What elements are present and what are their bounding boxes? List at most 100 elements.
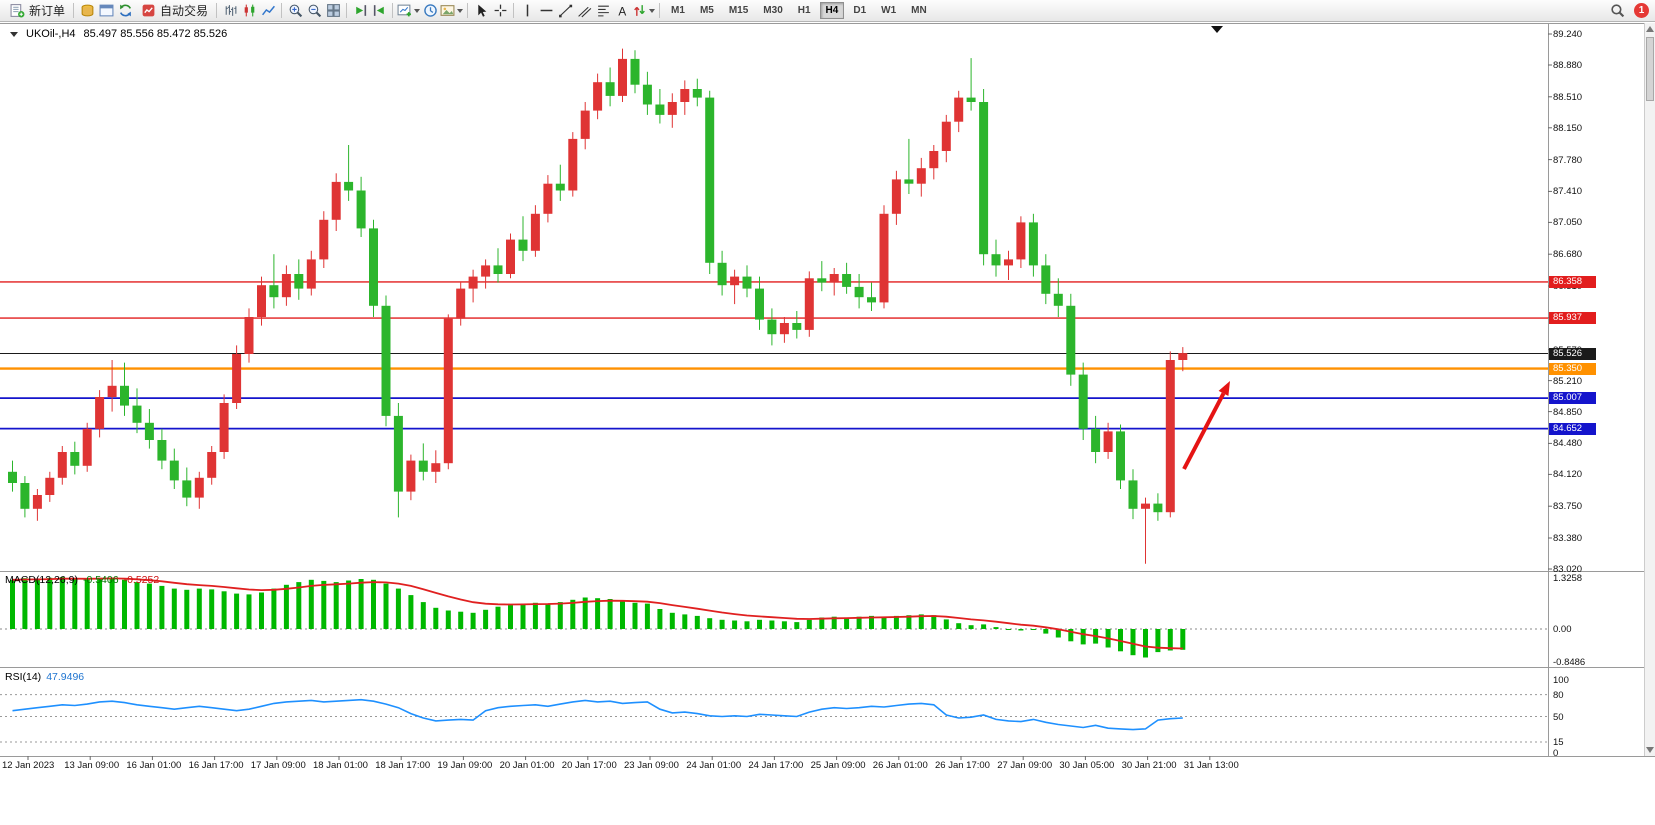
candle-body bbox=[667, 102, 677, 115]
timeframe-m30-button[interactable]: M30 bbox=[763, 5, 783, 16]
macd-histogram-bar bbox=[819, 617, 825, 629]
price-axis-label: 85.210 bbox=[1553, 375, 1583, 387]
tile-windows-icon[interactable] bbox=[324, 2, 342, 20]
time-axis-label: 18 Jan 17:00 bbox=[375, 760, 431, 771]
arrows-icon-caret[interactable] bbox=[649, 8, 656, 13]
candle-body bbox=[842, 274, 852, 287]
new-chart-icon-caret[interactable] bbox=[414, 8, 421, 13]
search-icon[interactable] bbox=[1608, 2, 1626, 20]
candle-body bbox=[1141, 503, 1150, 509]
macd-histogram-bar bbox=[769, 620, 775, 629]
candle-body bbox=[593, 82, 603, 111]
candle-body bbox=[294, 274, 304, 289]
macd-scale-label: 1.3258 bbox=[1553, 573, 1583, 584]
candle-body bbox=[493, 265, 503, 274]
candle-body bbox=[1091, 428, 1101, 452]
scrollbar-up-arrow[interactable] bbox=[1646, 26, 1654, 32]
auto-scroll-icon[interactable] bbox=[351, 2, 369, 20]
vertical-line-icon[interactable] bbox=[518, 2, 536, 20]
chart-shift-icon[interactable] bbox=[370, 2, 388, 20]
zoom-out-icon[interactable] bbox=[305, 2, 323, 20]
candle-body bbox=[393, 415, 403, 492]
candle-body bbox=[904, 179, 914, 184]
macd-histogram-bar bbox=[109, 577, 115, 629]
price-axis-label: 89.240 bbox=[1553, 29, 1583, 40]
timeframe-h1-button[interactable]: H1 bbox=[797, 5, 811, 16]
macd-histogram-bar bbox=[333, 582, 339, 629]
candle-body bbox=[580, 110, 590, 139]
price-axis-label: 86.680 bbox=[1553, 249, 1583, 261]
period-clock-icon[interactable] bbox=[421, 2, 439, 20]
channel-icon[interactable] bbox=[575, 2, 593, 20]
timeframe-w1-button[interactable]: W1 bbox=[881, 5, 897, 16]
macd-histogram-bar bbox=[981, 624, 987, 629]
macd-histogram-bar bbox=[59, 577, 65, 629]
trendline-icon[interactable] bbox=[556, 2, 574, 20]
fibonacci-icon[interactable] bbox=[594, 2, 612, 20]
timeframe-d1-button[interactable]: D1 bbox=[853, 5, 867, 16]
rsi-scale-label: 50 bbox=[1553, 711, 1564, 723]
text-icon[interactable]: A bbox=[613, 2, 631, 20]
macd-histogram-bar bbox=[669, 612, 675, 629]
macd-histogram-bar bbox=[1018, 629, 1024, 631]
annotation-arrow-line[interactable] bbox=[1182, 392, 1226, 470]
new-order-button[interactable]: 新订单 bbox=[4, 1, 69, 21]
auto-trading-button-label: 自动交易 bbox=[160, 4, 209, 18]
price-tag: 85.526 bbox=[1549, 347, 1596, 360]
candle-body bbox=[219, 403, 229, 452]
notification-badge[interactable]: 1 bbox=[1634, 3, 1649, 18]
macd-histogram-bar bbox=[97, 577, 103, 629]
bar-chart-icon[interactable] bbox=[221, 2, 239, 20]
auto-trading-button[interactable]: 自动交易 bbox=[135, 1, 212, 21]
macd-histogram-bar bbox=[483, 609, 489, 629]
timeframe-h4-button[interactable]: H4 bbox=[819, 2, 845, 19]
macd-histogram-bar bbox=[744, 621, 750, 629]
symbol-caret-icon[interactable] bbox=[10, 31, 18, 37]
macd-histogram-bar bbox=[159, 585, 165, 629]
scrollbar-down-arrow[interactable] bbox=[1646, 747, 1654, 753]
zoom-in-icon[interactable] bbox=[286, 2, 304, 20]
chart-canvas[interactable] bbox=[0, 23, 1655, 783]
candle-body bbox=[232, 354, 242, 403]
timeframe-m5-button[interactable]: M5 bbox=[699, 5, 714, 16]
arrows-icon[interactable] bbox=[632, 2, 656, 20]
candlestick-chart-icon[interactable] bbox=[240, 2, 258, 20]
macd-histogram-bar bbox=[458, 611, 464, 629]
timeframe-m15-button[interactable]: M15 bbox=[728, 5, 749, 16]
time-axis-label: 23 Jan 09:00 bbox=[624, 760, 679, 771]
price-axis-label: 84.850 bbox=[1553, 406, 1583, 418]
candle-body bbox=[144, 422, 154, 440]
market-watch-icon[interactable] bbox=[78, 2, 96, 20]
rsi-scale-label: 80 bbox=[1553, 689, 1564, 701]
macd-histogram-bar bbox=[1006, 629, 1011, 630]
candle-body bbox=[867, 297, 876, 303]
price-axis-label: 87.050 bbox=[1553, 217, 1583, 229]
time-axis-label: 30 Jan 05:00 bbox=[1059, 760, 1115, 771]
macd-histogram-bar bbox=[869, 615, 874, 629]
snapshot-icon[interactable] bbox=[440, 2, 464, 20]
navigator-icon[interactable] bbox=[116, 2, 134, 20]
macd-histogram-bar bbox=[993, 627, 999, 629]
vertical-scrollbar[interactable] bbox=[1644, 23, 1655, 756]
data-window-icon[interactable] bbox=[97, 2, 115, 20]
timeframe-m1-button[interactable]: M1 bbox=[671, 5, 685, 16]
snapshot-icon-caret[interactable] bbox=[457, 8, 464, 13]
macd-histogram-bar bbox=[1155, 629, 1161, 653]
timeframe-mn-button[interactable]: MN bbox=[911, 5, 927, 16]
candle-body bbox=[543, 183, 553, 214]
crosshair-icon[interactable] bbox=[491, 2, 509, 20]
cursor-icon[interactable] bbox=[472, 2, 490, 20]
scrollbar-thumb[interactable] bbox=[1646, 37, 1654, 101]
rsi-title: RSI(14) bbox=[5, 671, 42, 683]
svg-text:A: A bbox=[618, 5, 626, 18]
annotation-arrow-head[interactable] bbox=[1218, 381, 1230, 396]
line-chart-icon[interactable] bbox=[259, 2, 277, 20]
macd-histogram-bar bbox=[10, 579, 15, 629]
candle-body bbox=[95, 397, 105, 429]
horizontal-line-icon[interactable] bbox=[537, 2, 555, 20]
candle-body bbox=[966, 97, 976, 102]
candle-body bbox=[879, 213, 889, 303]
new-chart-icon[interactable] bbox=[397, 2, 421, 20]
chart-area[interactable]: UKOil-,H4 85.497 85.556 85.472 85.526 MA… bbox=[0, 23, 1655, 783]
chart-end-marker-icon[interactable] bbox=[1211, 26, 1223, 33]
